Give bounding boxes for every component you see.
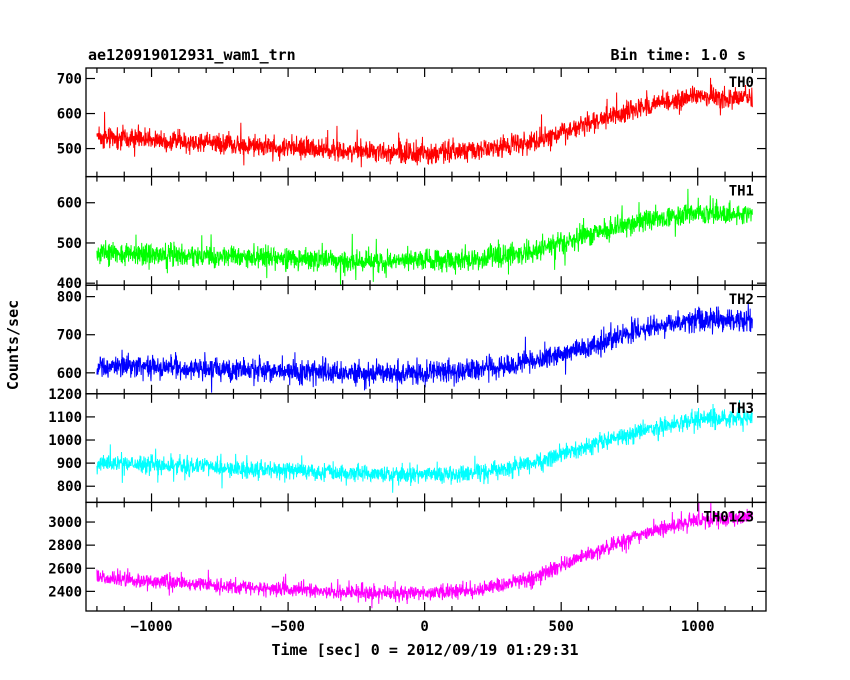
panel-th3: 800 900 1000 1100 1200 TH3	[48, 387, 767, 504]
series-line-th0123	[96, 502, 753, 609]
panel-th1: 400 500 600 TH1	[57, 175, 767, 292]
panel-th0: 500 600 700 TH0	[57, 67, 767, 178]
y-tick-label: 600	[57, 366, 82, 382]
panel-label-th0123: TH0123	[703, 509, 754, 525]
x-tick-label: 1000	[681, 619, 715, 635]
panel-th0123: 2400 2600 2800 3000 TH0123	[48, 501, 767, 612]
panels-group: 500 600 700 TH0 400 500 600 TH1 600 700 800 TH2 800 9…	[48, 67, 767, 635]
panel-label-th3: TH3	[729, 401, 754, 417]
panel-label-th2: TH2	[729, 292, 754, 308]
x-tick-label: 0	[420, 619, 428, 635]
y-tick-label: 500	[57, 236, 82, 252]
x-axis-label: Time [sec] 0 = 2012/09/19 01:29:31	[271, 641, 578, 659]
panel-th2: 600 700 800 TH2	[57, 284, 767, 395]
panel-label-th0: TH0	[729, 75, 754, 91]
y-tick-label: 1000	[48, 433, 82, 449]
y-tick-label: 900	[57, 456, 82, 472]
panel-frame	[85, 175, 767, 286]
y-tick-label: 1200	[48, 387, 82, 403]
y-tick-label: 2800	[48, 538, 82, 554]
bin-time-label: Bin time: 1.0 s	[611, 46, 746, 64]
y-tick-label: 3000	[48, 515, 82, 531]
chart-title: ae120919012931_wam1_trn	[88, 46, 296, 64]
x-tick-label: 500	[549, 619, 574, 635]
panel-frame	[85, 67, 767, 178]
y-tick-label: 600	[57, 196, 82, 212]
panel-frame	[85, 501, 767, 612]
y-tick-label: 1100	[48, 410, 82, 426]
y-axis-label: Counts/sec	[4, 300, 22, 390]
x-tick-label: −500	[271, 619, 305, 635]
panel-label-th1: TH1	[729, 184, 754, 200]
y-tick-label: 700	[57, 328, 82, 344]
y-tick-label: 400	[57, 276, 82, 292]
y-tick-label: 800	[57, 479, 82, 495]
y-tick-label: 700	[57, 72, 82, 88]
y-tick-label: 2600	[48, 561, 82, 577]
series-line-th2	[96, 303, 753, 393]
y-tick-label: 800	[57, 290, 82, 306]
y-tick-label: 500	[57, 142, 82, 158]
series-line-th3	[96, 400, 753, 493]
y-tick-label: 600	[57, 107, 82, 123]
panel-frame	[85, 393, 767, 504]
series-line-th0	[96, 77, 753, 168]
x-tick-label: −1000	[130, 619, 172, 635]
y-tick-label: 2400	[48, 584, 82, 600]
series-line-th1	[96, 188, 753, 286]
